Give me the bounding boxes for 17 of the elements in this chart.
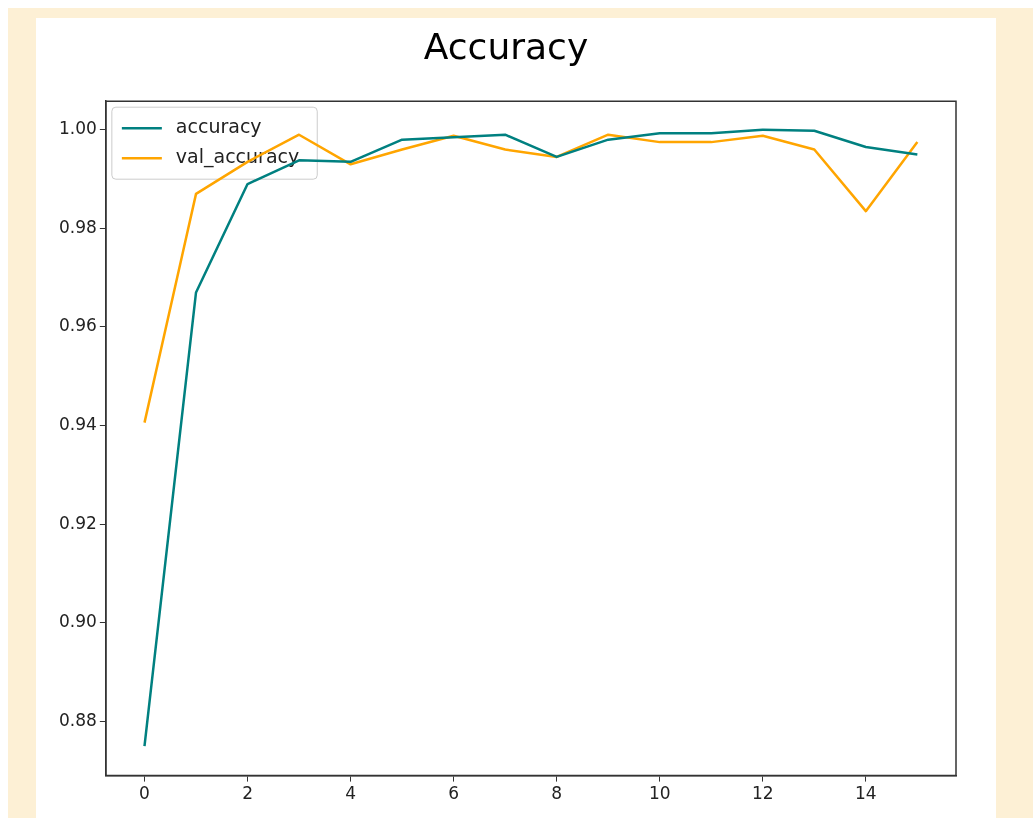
y-tick-label: 0.88 — [58, 709, 97, 730]
y-tick-label: 0.96 — [58, 315, 97, 336]
x-tick-label: 10 — [648, 783, 671, 804]
y-tick-label: 0.94 — [58, 414, 97, 434]
y-tick-label: 0.98 — [58, 216, 97, 237]
y-tick-label: 0.90 — [58, 611, 97, 632]
x-tick-label: 0 — [139, 783, 150, 804]
x-tick-label: 6 — [448, 783, 460, 804]
y-tick-label: 0.92 — [58, 512, 97, 533]
x-tick-label: 2 — [242, 783, 253, 804]
x-tick-label: 12 — [751, 783, 774, 804]
x-tick-label: 14 — [855, 783, 877, 804]
chart-title: Accuracy — [423, 25, 589, 67]
y-tick-label: 1.00 — [58, 118, 97, 139]
x-tick-label: 8 — [551, 783, 563, 804]
legend-label: accuracy — [175, 115, 262, 138]
x-tick-label: 4 — [345, 783, 357, 804]
